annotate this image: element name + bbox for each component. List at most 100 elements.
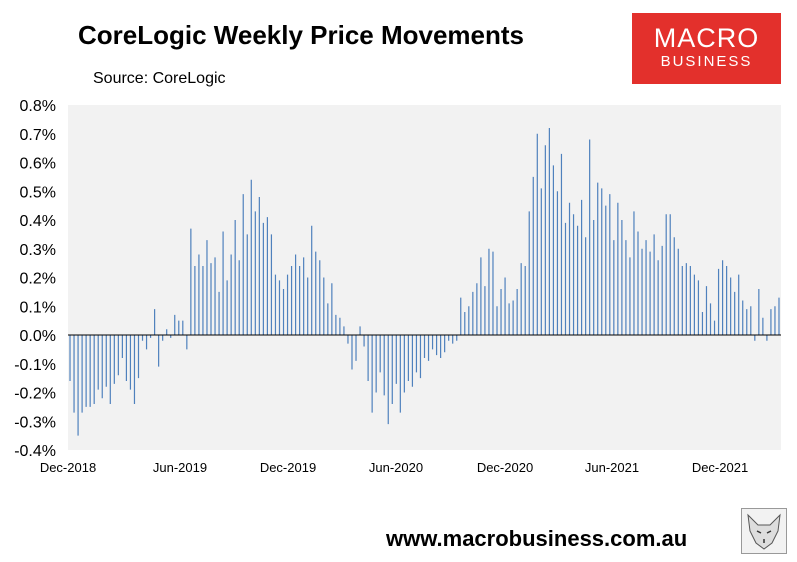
bar: [476, 283, 478, 335]
bar: [391, 335, 393, 404]
bar: [721, 260, 724, 335]
bar: [568, 202, 571, 335]
bar: [311, 225, 313, 335]
bar: [701, 312, 704, 335]
bar: [323, 277, 325, 335]
x-tick-label: Dec-2019: [260, 460, 316, 475]
bar: [435, 335, 438, 356]
bar: [665, 214, 667, 335]
bar: [705, 286, 708, 335]
bar: [552, 165, 555, 335]
bar: [512, 300, 514, 335]
bar: [97, 335, 99, 390]
y-tick-label: 0.8%: [20, 98, 56, 115]
bar: [359, 326, 361, 335]
bar: [677, 248, 679, 335]
bar: [649, 251, 651, 335]
bar: [69, 335, 71, 381]
bar: [488, 248, 490, 335]
bar: [444, 335, 446, 353]
logo-line-2: BUSINESS: [660, 53, 753, 70]
bar: [230, 254, 232, 335]
bar: [613, 240, 615, 335]
bar: [375, 335, 377, 393]
bar: [242, 194, 244, 335]
y-tick-label: -0.4%: [14, 443, 56, 460]
bar: [218, 291, 220, 335]
bar: [303, 257, 305, 335]
bar: [540, 188, 542, 335]
bar: [738, 274, 740, 335]
bar: [121, 335, 123, 358]
bar: [270, 234, 273, 335]
y-tick-label: -0.3%: [14, 414, 56, 431]
bar: [609, 194, 611, 335]
bar: [452, 335, 454, 344]
bar: [403, 335, 405, 393]
bar: [347, 335, 349, 344]
logo-line-1: MACRO: [653, 23, 760, 53]
bar: [427, 335, 430, 361]
bar: [440, 335, 442, 358]
bar: [617, 202, 619, 335]
bar: [448, 335, 450, 341]
bar: [258, 197, 260, 335]
bar: [766, 335, 768, 341]
bar: [629, 257, 631, 335]
y-tick-label: -0.1%: [14, 357, 56, 374]
bar: [770, 309, 772, 335]
bar: [113, 335, 115, 384]
bar: [625, 240, 627, 335]
bar: [431, 335, 434, 350]
bar: [415, 335, 418, 373]
bar: [77, 335, 79, 436]
bar: [105, 335, 107, 387]
bar: [367, 335, 369, 381]
bar: [601, 188, 603, 335]
bar: [411, 335, 414, 387]
bar: [343, 326, 345, 335]
y-tick-label: 0.2%: [20, 271, 56, 288]
bar: [734, 291, 736, 335]
bar: [597, 182, 599, 335]
bar: [576, 225, 579, 335]
bar: [407, 335, 409, 381]
bar: [133, 335, 136, 404]
bar: [109, 335, 111, 404]
bar: [194, 266, 196, 335]
bar: [730, 277, 732, 335]
bar: [605, 205, 607, 335]
bar: [137, 335, 140, 379]
bar: [278, 280, 281, 335]
bar: [633, 211, 635, 335]
bar: [419, 335, 422, 379]
bar: [464, 312, 466, 335]
bar: [693, 274, 695, 335]
bar: [250, 179, 252, 335]
bar: [206, 240, 208, 335]
bar: [524, 266, 526, 335]
bar: [536, 133, 538, 335]
bar: [572, 214, 575, 335]
bar: [528, 211, 530, 335]
bar: [149, 335, 152, 338]
website-url[interactable]: www.macrobusiness.com.au: [386, 526, 688, 551]
bar: [294, 254, 297, 335]
bar: [556, 191, 559, 335]
bar: [162, 335, 164, 341]
bar: [186, 335, 188, 350]
bar: [585, 237, 587, 335]
bar: [709, 303, 712, 335]
bar: [262, 222, 264, 335]
bar: [492, 251, 494, 335]
bar: [726, 266, 728, 335]
bar: [339, 317, 341, 335]
bar: [129, 335, 132, 390]
bar: [101, 335, 103, 399]
bar: [689, 266, 691, 335]
bar: [202, 266, 204, 335]
bar: [210, 263, 212, 335]
bar: [226, 280, 228, 335]
bar: [117, 335, 119, 376]
bar: [669, 214, 671, 335]
